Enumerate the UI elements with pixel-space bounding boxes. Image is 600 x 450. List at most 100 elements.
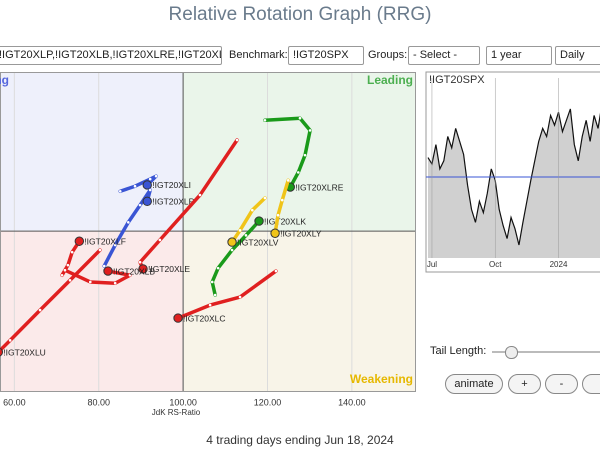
- tail-point: [198, 193, 202, 197]
- tail-point: [208, 303, 212, 307]
- benchmark-input[interactable]: !IGT20SPX: [288, 46, 364, 65]
- tail-point: [138, 203, 142, 207]
- head-point: [138, 264, 148, 274]
- quadrant-improving: [0, 231, 184, 392]
- tail-point: [148, 177, 152, 181]
- head-point: [254, 216, 264, 226]
- tail-point: [133, 184, 137, 188]
- tail-point: [60, 273, 64, 277]
- minus-button[interactable]: -: [545, 374, 578, 394]
- head-point: [142, 196, 152, 207]
- x-tick-label: 120.00: [254, 397, 282, 407]
- tail-point: [274, 269, 278, 273]
- x-tick-label: 60.00: [3, 397, 26, 407]
- tail-point: [210, 280, 214, 284]
- tail-line: [176, 269, 278, 320]
- series-label: !IGT20XLRE: [295, 182, 344, 192]
- quadrant-leading: [183, 72, 416, 232]
- head-point: [227, 237, 237, 247]
- head-point: [142, 180, 152, 190]
- tail-point: [38, 308, 42, 312]
- quadrant-label-lagging: Lagging: [0, 73, 9, 87]
- quadrant-weakening: [183, 231, 416, 392]
- x-tick-label: 140.00: [338, 397, 366, 407]
- tail-point: [154, 174, 158, 178]
- page-title: Relative Rotation Graph (RRG): [168, 4, 432, 25]
- tail-line: [210, 219, 261, 297]
- tail-slider-track[interactable]: [492, 351, 600, 353]
- quadrant-label-leading: Leading: [367, 73, 413, 87]
- tail-point: [303, 153, 307, 157]
- tail-point: [308, 129, 312, 132]
- head-point: [74, 236, 85, 246]
- mini-x-tick-label: 2024: [550, 260, 568, 269]
- animate-button[interactable]: animate: [445, 374, 503, 394]
- tail-point: [238, 229, 242, 232]
- tail-point: [128, 273, 132, 277]
- series-label: !IGT20XLB: [113, 266, 155, 276]
- series-label: !IGT20XLU: [3, 347, 46, 357]
- tail-point: [8, 339, 12, 342]
- tail-point: [68, 278, 72, 282]
- tail-slider-knob[interactable]: [505, 346, 518, 359]
- plot-frame: [0, 72, 416, 392]
- tail-point: [244, 234, 248, 237]
- period-select[interactable]: 1 year: [486, 46, 552, 65]
- series-label: !IGT20XLP: [152, 197, 194, 207]
- groups-label: Groups:: [368, 49, 408, 61]
- tail-point: [263, 118, 267, 122]
- tail-point: [298, 116, 302, 120]
- mini-x-tick-label: Oct: [489, 260, 502, 269]
- x-tick-label: 80.00: [87, 397, 110, 407]
- frequency-select[interactable]: Daily: [555, 46, 600, 65]
- chart: 60.00 80.00 100.00 120.00 140.00 JdK RS-Ratio…: [0, 71, 600, 417]
- series-label: !IGT20XLI: [152, 180, 191, 190]
- tail-point: [102, 264, 106, 268]
- tail-point: [138, 260, 142, 264]
- x-tick-label: 100.00: [169, 397, 197, 407]
- tail-point: [230, 248, 234, 252]
- mini-line: [427, 108, 600, 246]
- tail-point: [126, 221, 130, 224]
- groups-select[interactable]: - Select -: [408, 46, 480, 65]
- head-point: [0, 347, 4, 357]
- tail-point: [251, 208, 254, 212]
- quadrant-lagging: [0, 72, 184, 232]
- head-point: [103, 266, 113, 276]
- tail-point: [280, 198, 284, 202]
- more-button[interactable]: fi: [582, 374, 600, 394]
- tail-point: [118, 189, 122, 193]
- mini-title: !IGT20SPX: [429, 74, 485, 86]
- series-label: !IGT20XLK: [264, 216, 306, 226]
- tail-point: [276, 213, 280, 217]
- x-axis-label: JdK RS-Ratio: [152, 408, 201, 417]
- footer: 4 trading days ending Jun 18, 2024: [206, 433, 394, 447]
- quadrant-label-weakening: Weakening: [350, 372, 413, 386]
- series-label: !IGT20XLE: [148, 264, 190, 274]
- head-point: [270, 228, 280, 238]
- tail-point: [286, 179, 290, 182]
- benchmark-label: Benchmark:: [229, 49, 288, 61]
- symbols-input[interactable]: !IGT20XLP,!IGT20XLB,!IGT20XLRE,!IGT20XLC…: [0, 46, 222, 65]
- tail-point: [98, 248, 102, 252]
- tail-length-label: Tail Length:: [430, 345, 487, 357]
- tail-line: [273, 178, 290, 236]
- tail-point: [238, 295, 242, 299]
- head-point: [173, 313, 183, 323]
- tail-point: [158, 238, 162, 242]
- tail-point: [213, 293, 217, 297]
- tail-point: [263, 196, 267, 200]
- tail-point: [63, 268, 67, 272]
- tail-point: [235, 138, 239, 142]
- series-label: !IGT20XLC: [183, 313, 226, 323]
- series-label: !IGT20XLV: [237, 237, 279, 247]
- mini-x-tick-label: Jul: [427, 260, 437, 269]
- mini-area: [428, 108, 600, 258]
- tail-point: [70, 250, 74, 254]
- tail-line: [102, 188, 152, 268]
- tail-point: [113, 281, 117, 285]
- series-label: !IGT20XLF: [84, 236, 126, 246]
- plus-button[interactable]: +: [508, 374, 541, 394]
- tail-point: [66, 263, 70, 267]
